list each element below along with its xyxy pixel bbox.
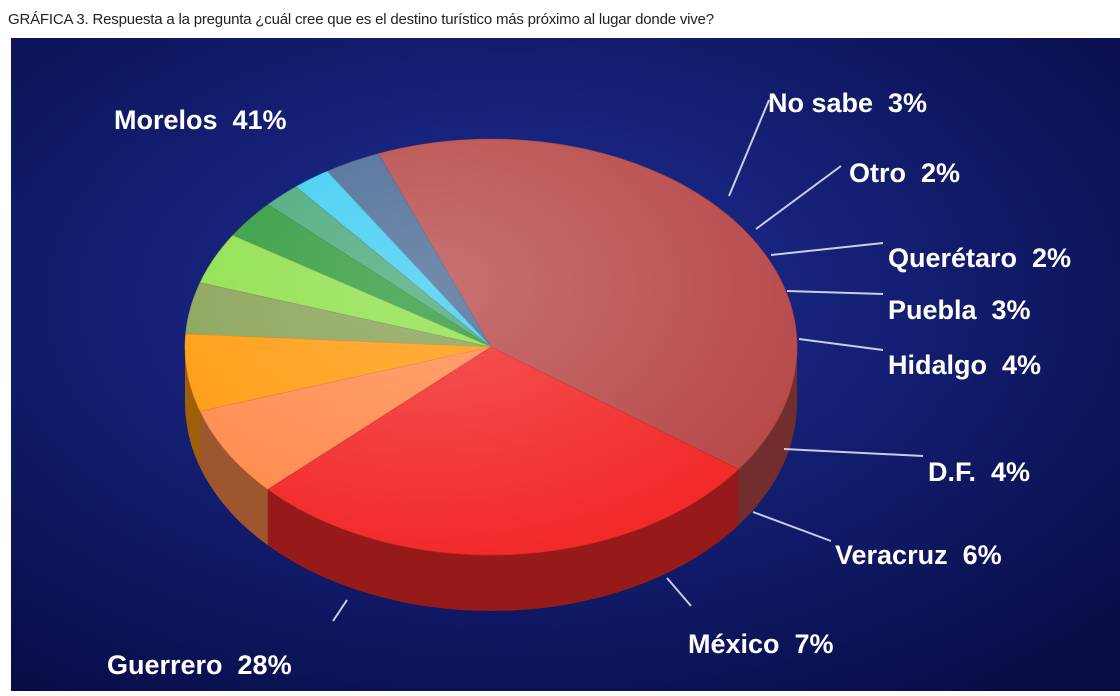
pie-slices: [184, 138, 798, 556]
chart-caption: GRÁFICA 3. Respuesta a la pregunta ¿cuál…: [8, 11, 714, 28]
leader-line-veracruz: [752, 511, 832, 542]
leader-line-quer-taro: [770, 242, 884, 256]
leader-line-puebla: [786, 290, 884, 295]
leader-line-no-sabe: [728, 99, 770, 197]
slice-label-m-xico: México 7%: [688, 629, 834, 659]
slice-label-hidalgo: Hidalgo 4%: [888, 350, 1041, 380]
slice-label-quer-taro: Querétaro 2%: [888, 243, 1071, 273]
pie-chart: Morelos 41% No sabe 3% Otro 2% Querétaro 2%…: [11, 38, 1120, 691]
leader-line-guerrero: [332, 599, 348, 622]
leader-line-hidalgo: [798, 338, 884, 351]
leader-line-m-xico: [666, 577, 692, 607]
leader-line-otro: [755, 165, 842, 230]
slice-label-puebla: Puebla 3%: [888, 295, 1031, 325]
leader-lines: [332, 99, 924, 622]
chart-frame: Morelos 41% No sabe 3% Otro 2% Querétaro 2%…: [11, 38, 1120, 691]
slice-label-morelos: Morelos 41%: [114, 105, 287, 135]
slice-label-guerrero: Guerrero 28%: [107, 650, 292, 680]
slice-label-d-f-: D.F. 4%: [928, 457, 1030, 487]
slice-labels: Morelos 41% No sabe 3% Otro 2% Querétaro 2%…: [107, 88, 1071, 680]
leader-line-d-f-: [783, 448, 924, 457]
slice-side-guerrero: [267, 469, 739, 611]
slice-label-veracruz: Veracruz 6%: [835, 540, 1002, 570]
slice-label-no-sabe: No sabe 3%: [768, 88, 927, 118]
slice-label-otro: Otro 2%: [849, 158, 960, 188]
